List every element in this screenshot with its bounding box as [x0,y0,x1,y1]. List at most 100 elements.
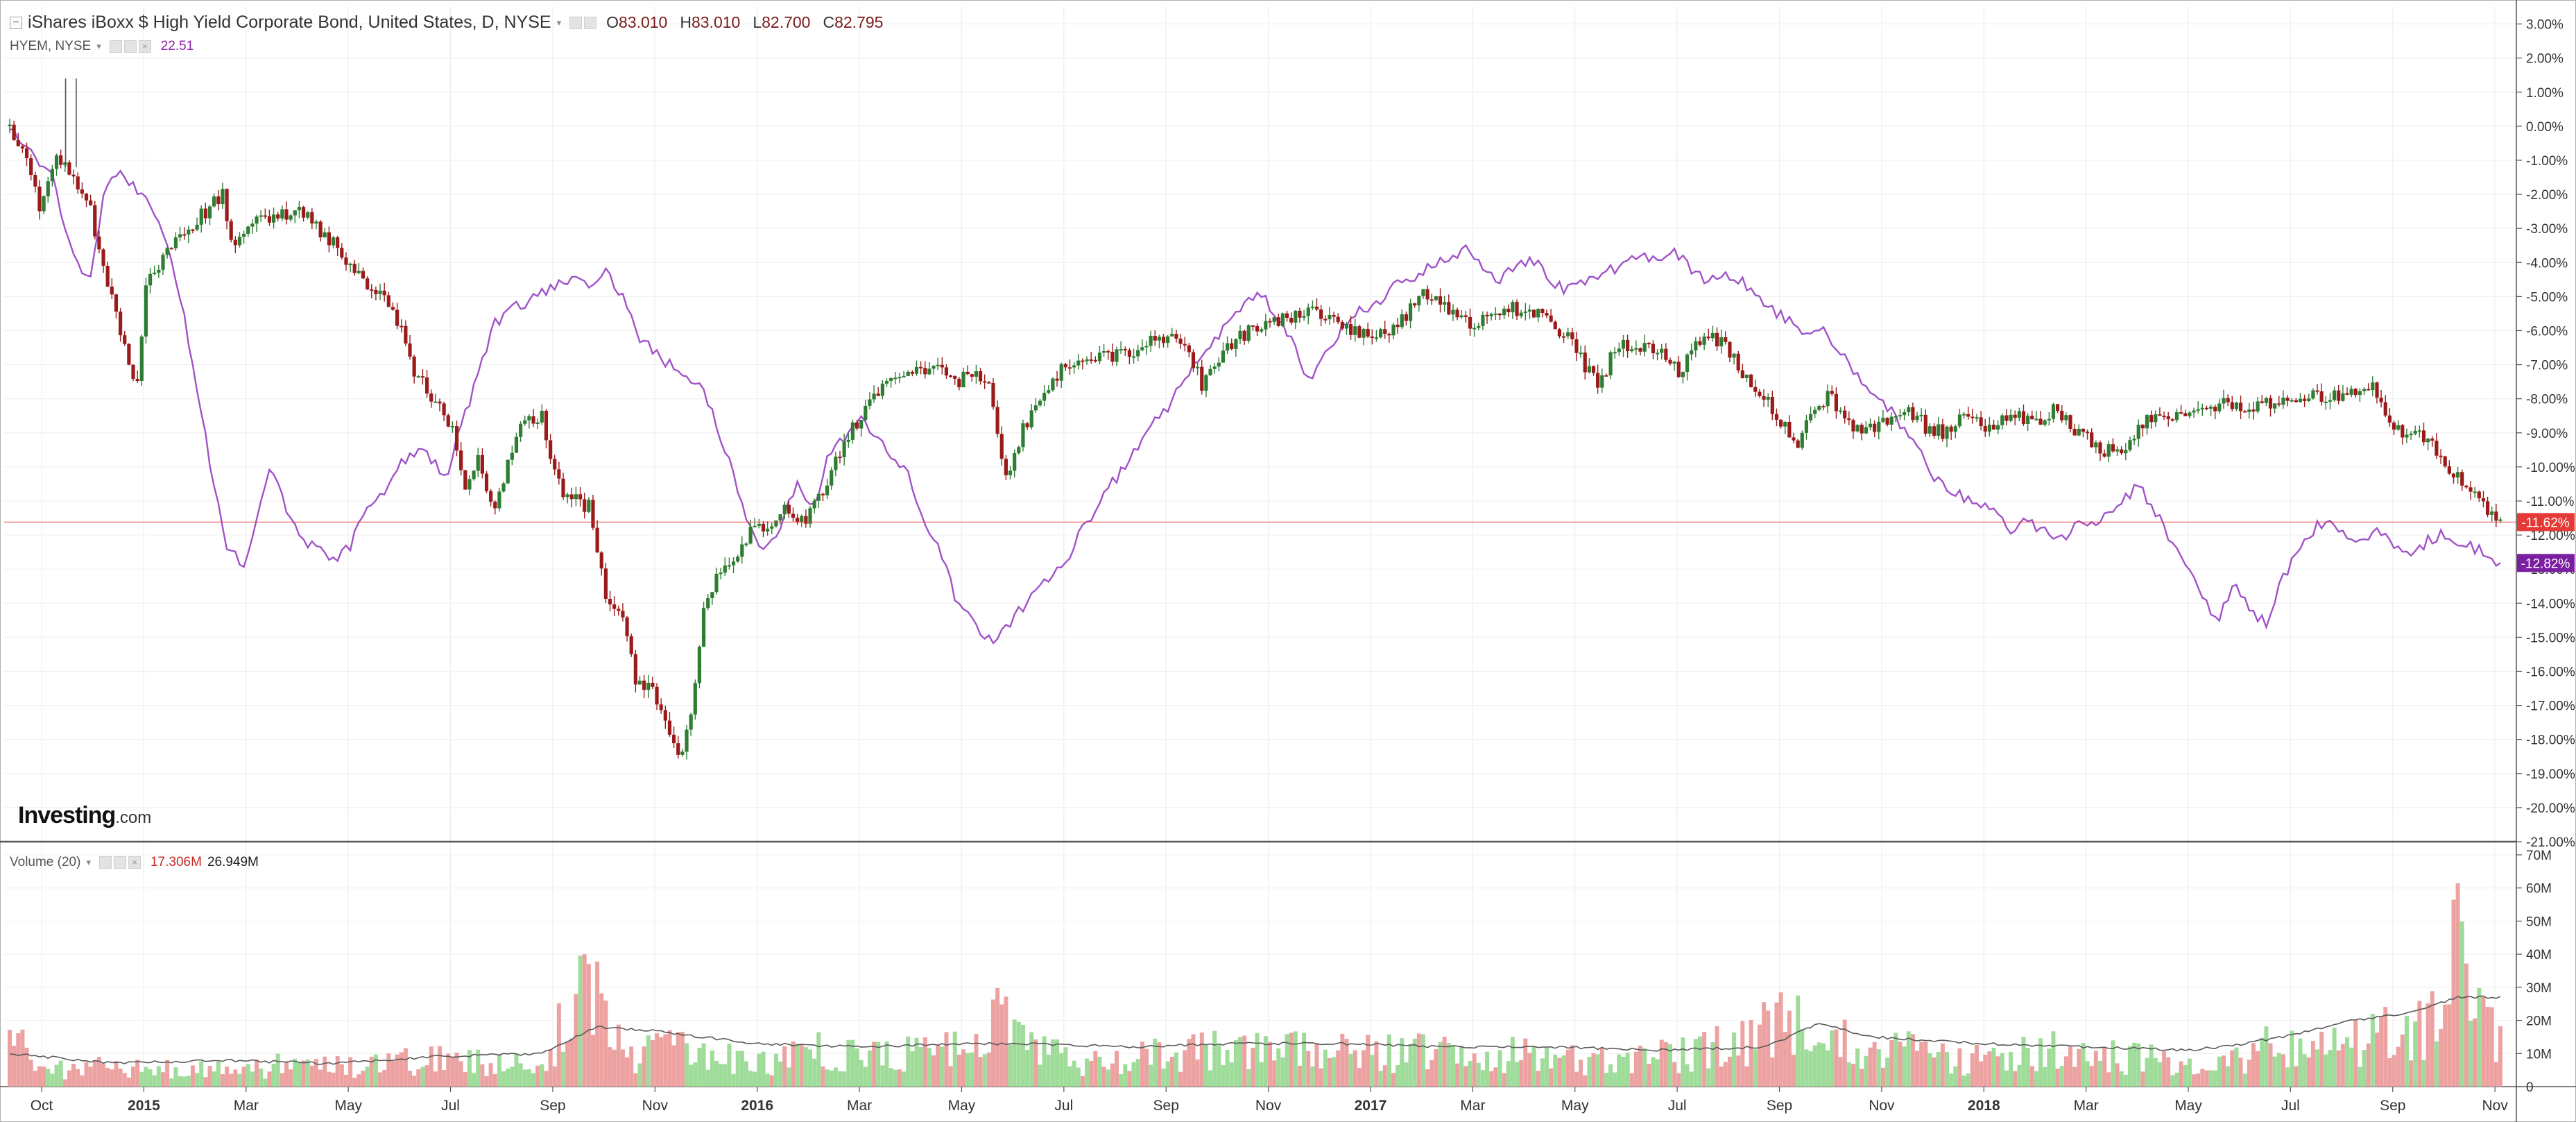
x-tick-label: Sep [540,1098,565,1114]
ohlc-close: C82.795 [823,13,884,31]
y-tick-label: -9.00% [2526,427,2568,441]
chevron-down-icon[interactable]: ▾ [96,41,101,51]
compare-value: 22.51 [160,39,194,53]
y-tick-label: -3.00% [2526,222,2568,237]
y-tick-label: -4.00% [2526,256,2568,271]
x-tick-label: 2018 [1968,1098,2000,1114]
x-tick-label: Mar [2074,1098,2099,1114]
y-tick-label: -2.00% [2526,188,2568,203]
volume-tick-label: 30M [2526,981,2552,996]
y-tick-label: -1.00% [2526,154,2568,169]
y-tick-label: -16.00% [2526,665,2575,679]
svg-text:-11.62%: -11.62% [2521,516,2569,530]
volume-value: 17.306M [150,855,202,869]
settings-icon[interactable] [584,16,597,29]
y-tick-label: -8.00% [2526,393,2568,407]
y-tick-label: -19.00% [2526,767,2575,782]
y-tick-label: -12.00% [2526,529,2575,543]
x-tick-label: Oct [31,1098,53,1114]
grid [4,7,2516,1087]
y-tick-label: -15.00% [2526,631,2575,645]
y-tick-label: -18.00% [2526,733,2575,748]
hyem-series-line [9,128,2501,645]
x-tick-label: 2016 [741,1098,773,1114]
volume-y-axis[interactable]: 70M 60M 50M 40M 30M 20M 10M 0 [2516,849,2552,1095]
x-tick-label: Sep [2380,1098,2405,1114]
compare-symbol: HYEM, NYSE [10,39,92,53]
x-tick-label: Mar [234,1098,259,1114]
volume-ma-line [9,995,2501,1065]
x-tick-label: Mar [1460,1098,1485,1114]
volume-legend: Volume (20) ▾ × 17.306M 26.949M [10,855,259,870]
y-tick-label: 2.00% [2526,52,2564,67]
x-tick-label: Jul [1668,1098,1687,1114]
volume-controls[interactable]: × [98,856,141,869]
compare-price-badge: -12.82% [2517,554,2575,572]
compare-legend: HYEM, NYSE ▾ × 22.51 [10,39,194,54]
collapse-icon[interactable]: − [10,16,22,29]
volume-tick-label: 0 [2526,1080,2534,1095]
x-tick-label: Nov [642,1098,669,1114]
x-tick-label: May [334,1098,362,1114]
candlestick-series [8,78,2502,760]
x-tick-label: May [2174,1098,2202,1114]
x-tick-label: 2015 [128,1098,160,1114]
settings-icon[interactable] [113,856,126,869]
eye-icon[interactable] [98,856,112,869]
ohlc-low: L82.700 [753,13,811,31]
volume-label: Volume (20) [10,855,81,869]
legend-controls[interactable] [569,16,597,29]
chevron-down-icon[interactable]: ▾ [556,17,562,28]
instrument-title: iShares iBoxx $ High Yield Corporate Bon… [28,12,551,32]
y-tick-label: -21.00% [2526,835,2575,850]
main-legend: − iShares iBoxx $ High Yield Corporate B… [10,12,890,33]
ohlc-open: O83.010 [606,13,668,31]
y-tick-label: -5.00% [2526,290,2568,305]
svg-text:-12.82%: -12.82% [2521,556,2570,571]
y-tick-label: -17.00% [2526,699,2575,714]
x-tick-label: Jul [1054,1098,1073,1114]
volume-tick-label: 20M [2526,1014,2552,1029]
eye-icon[interactable] [569,16,583,29]
x-tick-label: Nov [1869,1098,1895,1114]
y-tick-label: -7.00% [2526,359,2568,373]
y-tick-label: -14.00% [2526,597,2575,611]
x-tick-label: Sep [1767,1098,1792,1114]
volume-tick-label: 10M [2526,1047,2552,1062]
price-y-axis[interactable]: 3.00% 2.00% 1.00% 0.00% -1.00% -2.00% -3.00% -4… [2516,18,2575,850]
compare-controls[interactable]: × [109,40,151,53]
x-tick-label: Nov [1255,1098,1282,1114]
investing-logo: Investing.com [18,802,152,828]
volume-ma-value: 26.949M [207,855,259,869]
x-tick-label: 2017 [1355,1098,1387,1114]
y-tick-label: 3.00% [2526,18,2564,33]
last-price-badge: -11.62% [2517,513,2575,532]
x-tick-label: Nov [2482,1098,2508,1114]
y-tick-label: -20.00% [2526,801,2575,816]
close-icon[interactable]: × [128,856,141,869]
volume-tick-label: 60M [2526,882,2552,896]
x-tick-label: Sep [1153,1098,1179,1114]
y-tick-label: 0.00% [2526,120,2564,135]
x-axis[interactable]: Oct 2015 Mar May Jul Sep Nov 2016 Mar May Jul Sep No… [31,1087,2509,1114]
x-tick-label: Jul [441,1098,460,1114]
x-tick-label: May [948,1098,976,1114]
close-icon[interactable]: × [138,40,151,53]
settings-icon[interactable] [123,40,137,53]
eye-icon[interactable] [109,40,122,53]
y-tick-label: -10.00% [2526,461,2575,475]
volume-tick-label: 50M [2526,915,2552,929]
chevron-down-icon[interactable]: ▾ [86,857,91,867]
x-tick-label: May [1561,1098,1589,1114]
y-tick-label: -6.00% [2526,324,2568,339]
x-tick-label: Mar [847,1098,872,1114]
y-tick-label: 1.00% [2526,86,2564,101]
y-tick-label: -11.00% [2526,495,2574,509]
volume-bars [8,883,2502,1087]
volume-tick-label: 40M [2526,948,2552,962]
ohlc-high: H83.010 [680,13,741,31]
x-tick-label: Jul [2281,1098,2300,1114]
volume-tick-label: 70M [2526,849,2552,863]
